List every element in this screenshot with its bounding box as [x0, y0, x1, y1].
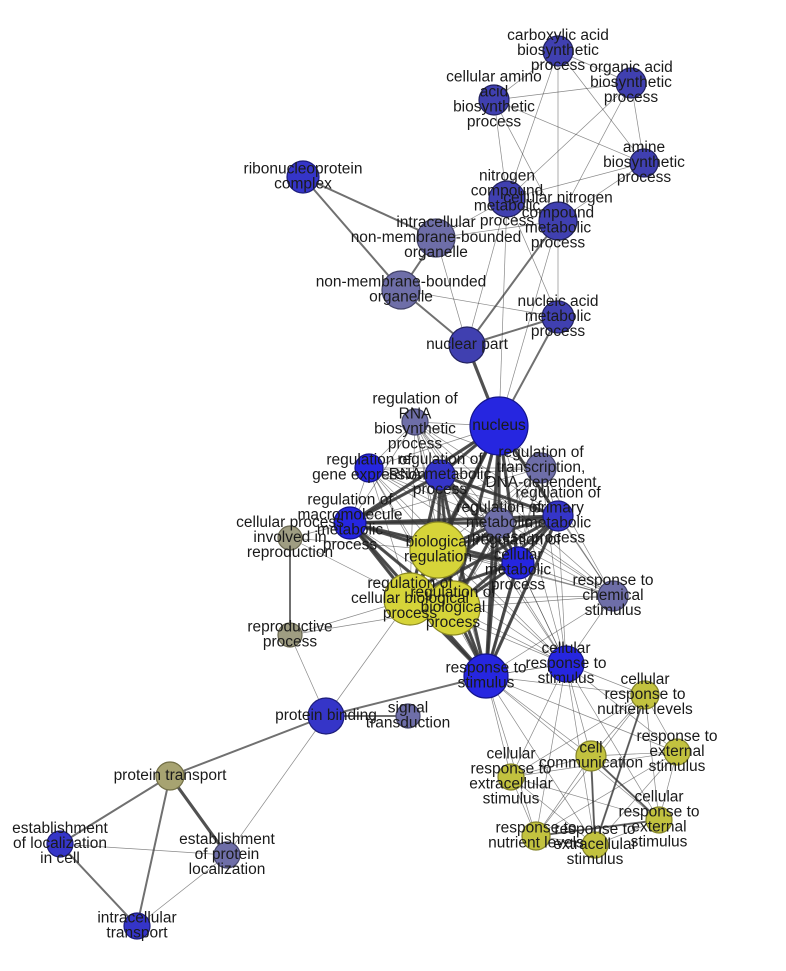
- svg-text:protein binding: protein binding: [275, 707, 377, 724]
- svg-text:protein transport: protein transport: [114, 767, 228, 784]
- svg-text:process: process: [531, 234, 586, 251]
- svg-text:stimulus: stimulus: [649, 758, 706, 775]
- svg-text:process: process: [467, 113, 522, 130]
- svg-text:stimulus: stimulus: [585, 602, 642, 619]
- svg-text:reproduction: reproduction: [247, 544, 333, 561]
- svg-text:process: process: [491, 576, 546, 593]
- svg-text:stimulus: stimulus: [483, 790, 540, 807]
- svg-text:process: process: [263, 633, 318, 650]
- svg-text:stimulus: stimulus: [538, 670, 595, 687]
- svg-text:stimulus: stimulus: [458, 674, 515, 691]
- svg-text:transduction: transduction: [366, 714, 450, 731]
- svg-text:in cell: in cell: [40, 850, 80, 867]
- svg-text:communication: communication: [539, 754, 643, 771]
- svg-text:nucleus: nucleus: [472, 417, 526, 434]
- svg-text:localization: localization: [189, 861, 266, 878]
- svg-text:transport: transport: [106, 924, 168, 941]
- svg-text:stimulus: stimulus: [631, 833, 688, 850]
- svg-text:process: process: [388, 435, 443, 452]
- svg-text:regulation: regulation: [404, 548, 472, 565]
- svg-text:stimulus: stimulus: [567, 851, 624, 868]
- svg-text:process: process: [617, 169, 672, 186]
- svg-text:process: process: [531, 323, 586, 340]
- svg-text:complex: complex: [274, 175, 332, 192]
- svg-text:process: process: [426, 614, 481, 631]
- svg-text:organelle: organelle: [369, 288, 433, 305]
- svg-text:process: process: [413, 481, 468, 498]
- svg-text:nuclear part: nuclear part: [426, 336, 509, 353]
- svg-text:process: process: [604, 89, 659, 106]
- svg-text:nutrient levels: nutrient levels: [597, 701, 693, 718]
- svg-text:organelle: organelle: [404, 244, 468, 261]
